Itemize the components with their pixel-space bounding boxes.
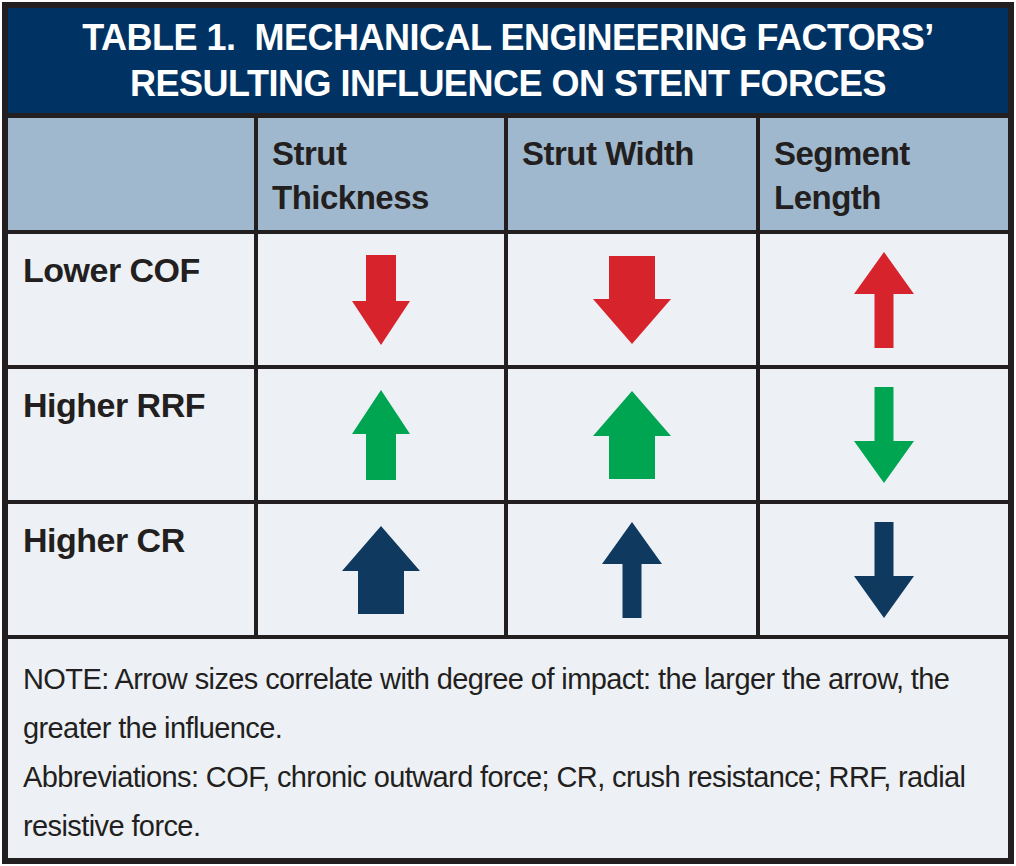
footnote-note: NOTE: Arrow sizes correlate with degree …: [23, 655, 988, 753]
arrow-down-icon: [854, 387, 914, 483]
row-label-lower-cof: Lower COF: [8, 234, 258, 369]
table-title: TABLE 1. MECHANICAL ENGINEERING FACTORS’…: [8, 8, 1008, 118]
row-label-higher-cr: Higher CR: [8, 504, 258, 639]
column-header-segment-length: Segment Length: [760, 118, 1008, 234]
arrow-down-icon: [854, 522, 914, 618]
arrow-down-icon: [352, 255, 410, 345]
table-1-mechanical-engineering-factors: TABLE 1. MECHANICAL ENGINEERING FACTORS’…: [2, 2, 1014, 864]
table-title-line1: TABLE 1. MECHANICAL ENGINEERING FACTORS’: [82, 15, 934, 61]
arrow-up-icon: [854, 252, 914, 348]
cell-higher-cr-strut-thickness: [258, 504, 508, 639]
cell-higher-cr-strut-width: [508, 504, 760, 639]
arrow-up-icon: [593, 391, 671, 479]
row-label-higher-rrf: Higher RRF: [8, 369, 258, 504]
column-header-strut-thickness: Strut Thickness: [258, 118, 508, 234]
table-figure: TABLE 1. MECHANICAL ENGINEERING FACTORS’…: [0, 0, 1016, 866]
cell-higher-rrf-strut-width: [508, 369, 760, 504]
cell-higher-rrf-segment-length: [760, 369, 1008, 504]
arrow-up-icon: [352, 390, 410, 480]
cell-higher-rrf-strut-thickness: [258, 369, 508, 504]
table-grid: Strut Thickness Strut Width Segment Leng…: [8, 118, 1008, 639]
header-corner-cell: [8, 118, 258, 234]
cell-lower-cof-strut-width: [508, 234, 760, 369]
column-header-strut-width: Strut Width: [508, 118, 760, 234]
arrow-up-icon: [342, 526, 420, 614]
cell-lower-cof-strut-thickness: [258, 234, 508, 369]
table-footnote: NOTE: Arrow sizes correlate with degree …: [8, 639, 1008, 858]
arrow-up-icon: [602, 522, 662, 618]
footnote-abbreviations: Abbreviations: COF, chronic outward forc…: [23, 753, 988, 851]
table-title-line2: RESULTING INFLUENCE ON STENT FORCES: [130, 61, 886, 107]
cell-higher-cr-segment-length: [760, 504, 1008, 639]
arrow-down-icon: [593, 256, 671, 344]
cell-lower-cof-segment-length: [760, 234, 1008, 369]
